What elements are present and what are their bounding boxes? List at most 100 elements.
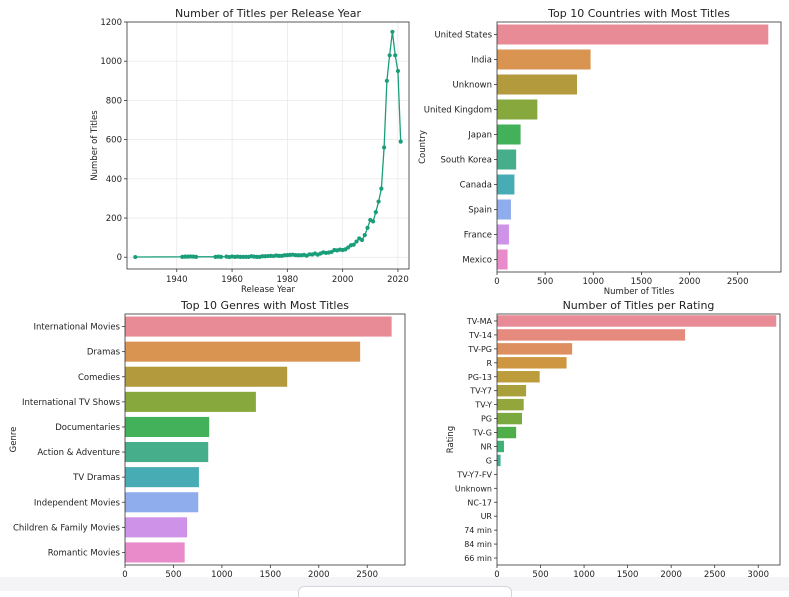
data-point xyxy=(393,53,397,57)
data-point xyxy=(371,219,375,223)
category-label: Spain xyxy=(468,206,492,216)
chart-title: Top 10 Countries with Most Titles xyxy=(547,7,730,20)
x-tick-label: 1500 xyxy=(631,277,653,287)
category-label: Children & Family Movies xyxy=(13,523,121,533)
category-label: PG-13 xyxy=(468,373,492,382)
category-label: Unknown xyxy=(455,484,492,493)
x-tick-label: 1980 xyxy=(277,275,299,285)
data-point xyxy=(376,199,380,203)
category-label: R xyxy=(486,359,492,368)
data-point xyxy=(388,53,392,57)
x-tick-label: 500 xyxy=(165,570,181,577)
x-tick-label: 2500 xyxy=(356,570,378,577)
bar xyxy=(497,371,540,382)
bar xyxy=(497,75,577,95)
category-label: TV-MA xyxy=(466,317,493,326)
category-label: TV-Y xyxy=(474,401,492,410)
category-label: France xyxy=(464,231,492,241)
x-axis-label: Number of Titles xyxy=(604,287,675,297)
category-label: TV-Y7 xyxy=(469,387,492,396)
y-tick-label: 800 xyxy=(106,96,122,106)
data-point xyxy=(382,145,386,149)
x-tick-label: 2000 xyxy=(308,570,330,577)
data-point xyxy=(374,210,378,214)
bar xyxy=(125,492,198,512)
bar xyxy=(497,385,526,396)
category-label: 74 min xyxy=(464,526,492,535)
category-label: TV-Y7-FV xyxy=(456,470,492,479)
series-line xyxy=(135,32,400,257)
y-tick-label: 400 xyxy=(106,175,122,185)
data-point xyxy=(354,239,358,243)
category-label: NR xyxy=(480,442,492,451)
data-point xyxy=(365,226,369,230)
category-label: UR xyxy=(481,512,493,521)
bar xyxy=(125,342,360,362)
y-axis-label: Country xyxy=(418,130,428,164)
bar xyxy=(497,343,572,354)
category-label: PG xyxy=(481,415,492,424)
bar xyxy=(497,100,537,120)
figure-svg: 0 200 400 600 800 1000 1200 1940 1960 1980 2000 202… xyxy=(0,0,789,577)
x-tick-label: 2020 xyxy=(387,275,409,285)
category-label: India xyxy=(471,56,492,66)
category-label: Dramas xyxy=(87,348,121,358)
bar xyxy=(497,150,516,170)
category-label: Comedies xyxy=(78,373,121,383)
bar xyxy=(497,413,522,424)
data-point xyxy=(352,243,356,247)
x-tick-label: 2000 xyxy=(660,570,682,577)
x-axis-label: Release Year xyxy=(241,285,295,295)
data-point xyxy=(133,255,137,259)
bar xyxy=(497,329,685,340)
category-label: Japan xyxy=(467,131,492,141)
category-label: International Movies xyxy=(33,323,120,333)
category-label: United States xyxy=(434,31,492,41)
bar xyxy=(497,125,521,145)
chart-title: Number of Titles per Rating xyxy=(563,299,715,312)
x-tick-label: 1000 xyxy=(573,570,595,577)
bottom-tab[interactable] xyxy=(298,586,512,597)
bar xyxy=(497,200,511,220)
x-tick-label: 0 xyxy=(122,570,127,577)
x-tick-label: 1500 xyxy=(260,570,282,577)
bar xyxy=(497,50,591,70)
category-label: G xyxy=(486,456,492,465)
y-tick-label: 200 xyxy=(106,214,122,224)
category-label: Mexico xyxy=(462,256,492,266)
data-point xyxy=(399,139,403,143)
y-tick-label: 600 xyxy=(106,136,122,146)
data-point xyxy=(194,255,198,259)
bar xyxy=(497,315,776,326)
bar xyxy=(497,225,509,245)
chart-title: Number of Titles per Release Year xyxy=(175,7,362,20)
y-tick-label: 0 xyxy=(117,253,122,263)
category-label: TV-14 xyxy=(468,331,492,340)
category-label: Canada xyxy=(460,181,492,191)
category-label: 84 min xyxy=(464,540,492,549)
y-tick-label: 1200 xyxy=(100,18,122,28)
x-tick-label: 0 xyxy=(494,570,499,577)
y-axis-label: Number of Titles xyxy=(90,110,100,181)
category-label: Romantic Movies xyxy=(48,548,121,558)
bar xyxy=(497,441,504,452)
x-tick-label: 500 xyxy=(532,570,548,577)
bar xyxy=(497,250,508,270)
bar xyxy=(125,417,209,437)
bar xyxy=(125,317,392,337)
bar xyxy=(497,455,501,466)
bar xyxy=(497,357,567,368)
category-label: Action & Adventure xyxy=(37,448,120,458)
y-axis-label: Genre xyxy=(9,427,19,453)
x-tick-label: 3000 xyxy=(747,570,769,577)
y-tick-label: 1000 xyxy=(100,57,122,67)
data-point xyxy=(396,69,400,73)
category-label: United Kingdom xyxy=(424,106,492,116)
x-tick-label: 1940 xyxy=(166,275,188,285)
ratings-chart: TV-MATV-14TV-PGRPG-13TV-Y7TV-YPGTV-GNRGT… xyxy=(446,299,780,577)
data-point xyxy=(385,79,389,83)
x-tick-label: 1960 xyxy=(221,275,243,285)
category-label: NC-17 xyxy=(467,498,492,507)
